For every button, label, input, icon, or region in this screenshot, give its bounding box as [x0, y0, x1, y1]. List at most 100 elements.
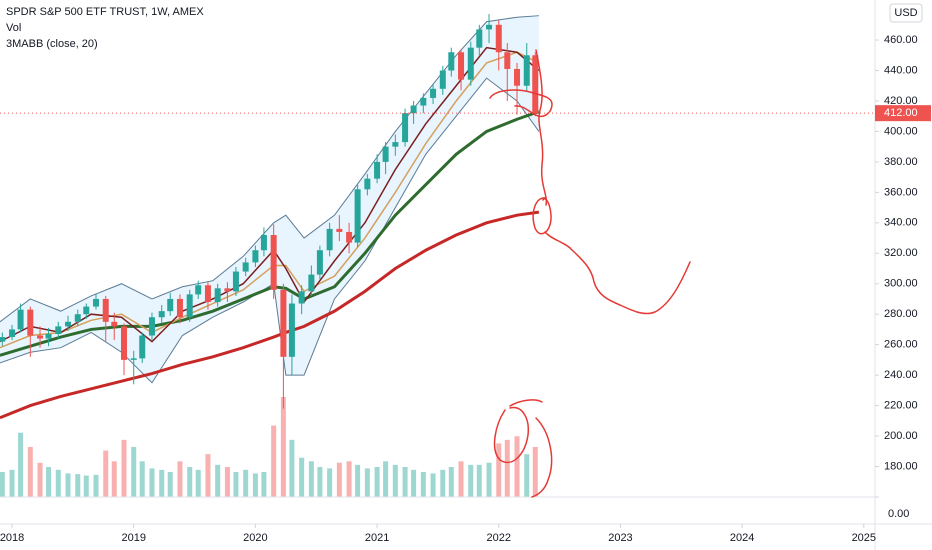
candle-body — [55, 326, 62, 334]
annotation-stroke — [544, 231, 691, 315]
candle-body — [439, 70, 446, 89]
volume-bar — [468, 464, 474, 497]
candle-body — [523, 55, 530, 86]
volume-bar — [346, 461, 352, 497]
annotation-stroke — [509, 399, 543, 407]
volume-bar — [476, 464, 482, 497]
volume-bar — [336, 462, 342, 497]
volume-bar — [280, 397, 286, 497]
candle-body — [410, 105, 417, 114]
candle-body — [354, 189, 361, 243]
y-tick-label: 460.00 — [884, 34, 918, 46]
volume-bar — [383, 461, 389, 497]
annotation-stroke — [531, 417, 553, 498]
volume-bar — [243, 469, 249, 497]
currency-label[interactable]: USD — [894, 7, 917, 19]
volume-bar — [327, 468, 333, 497]
x-tick-label: 2019 — [121, 532, 145, 544]
volume-bar — [524, 454, 530, 497]
y-tick-label: 300.00 — [884, 278, 918, 290]
volume-bar — [149, 468, 155, 497]
volume-bar — [402, 467, 408, 497]
volume-bar — [448, 467, 454, 497]
candle-body — [308, 274, 315, 292]
volume-bar — [75, 474, 81, 497]
candle-body — [486, 24, 493, 30]
x-tick-label: 2025 — [852, 532, 876, 544]
volume-bar — [289, 439, 295, 497]
volume-bar — [514, 436, 520, 497]
volume-bar — [420, 472, 426, 497]
moving-average — [0, 51, 540, 349]
volume-bar — [215, 464, 221, 497]
moving-average — [0, 210, 540, 420]
volume-bar — [37, 462, 43, 497]
candle-body — [402, 113, 409, 143]
volume-bar — [27, 447, 33, 497]
currency-box[interactable] — [889, 3, 923, 23]
y-tick-label: 260.00 — [884, 339, 918, 351]
candle-body — [392, 142, 399, 147]
y-tick-label: 380.00 — [884, 156, 918, 168]
moving-average — [0, 110, 540, 357]
candle-body — [65, 321, 72, 327]
candle-body — [27, 309, 34, 336]
volume-bar — [55, 469, 61, 497]
candle-body — [93, 298, 100, 307]
moving-average — [0, 46, 540, 343]
candle-body — [9, 329, 16, 338]
candle-body — [102, 298, 109, 322]
candle-body — [0, 337, 6, 342]
x-tick-label: 2022 — [487, 532, 511, 544]
candle-body — [467, 47, 474, 80]
candle-body — [167, 298, 174, 312]
volume-bar — [308, 461, 314, 497]
volume-bar — [0, 472, 5, 497]
volume-bar — [261, 472, 267, 497]
candle-body — [17, 309, 24, 330]
volume-bar — [103, 450, 109, 497]
y-tick-label: 180.00 — [884, 460, 918, 472]
y-tick-label: 220.00 — [884, 399, 918, 411]
candle-body — [504, 52, 511, 69]
candle-body — [326, 228, 333, 251]
candle-body — [270, 234, 277, 290]
band-lower — [0, 77, 540, 384]
candle-body — [120, 326, 127, 360]
y-tick-label: 240.00 — [884, 369, 918, 381]
candle-body — [204, 285, 211, 303]
candle-body — [214, 288, 221, 303]
candle-body — [420, 97, 427, 106]
y-tick-label: 280.00 — [884, 308, 918, 320]
candle-body — [260, 234, 267, 251]
volume-bar — [392, 464, 398, 497]
candle-body — [186, 294, 193, 318]
volume-bar — [504, 439, 510, 497]
candle-body — [37, 335, 44, 339]
candle-body — [139, 335, 146, 359]
candle-body — [195, 285, 202, 295]
volume-bar — [233, 472, 239, 497]
annotation-stroke — [535, 49, 548, 206]
volume-bar — [374, 467, 380, 497]
volume-bar — [458, 461, 464, 497]
candle-body — [224, 288, 231, 292]
candle-body — [148, 317, 155, 336]
volume-bar — [65, 473, 71, 497]
volume-bar — [486, 462, 492, 497]
annotation-stroke — [489, 89, 553, 118]
volume-bar — [299, 457, 305, 497]
volume-bar — [411, 469, 417, 497]
volume-bar — [111, 461, 117, 497]
y-tick-label: 400.00 — [884, 125, 918, 137]
candle-body — [316, 250, 323, 275]
x-tick-label: 2021 — [365, 532, 389, 544]
candle-body — [242, 262, 249, 272]
candle-body — [130, 358, 137, 360]
candle-body — [280, 289, 287, 357]
y-tick-label: 200.00 — [884, 430, 918, 442]
x-tick-label: 2023 — [608, 532, 632, 544]
volume-bar — [224, 467, 230, 497]
